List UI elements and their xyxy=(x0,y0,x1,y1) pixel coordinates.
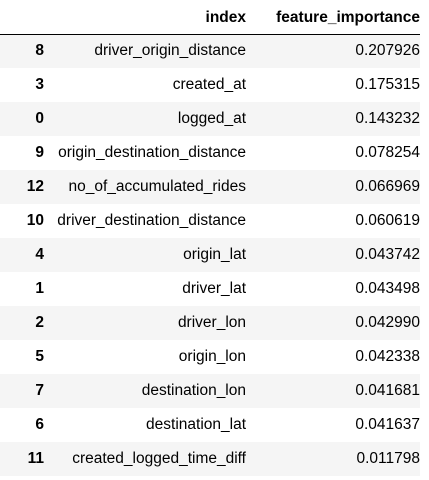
cell-feature-importance: 0.066969 xyxy=(355,178,420,195)
table-body: 8 driver_origin_distance 0.207926 3 created_… xyxy=(0,34,420,476)
cell-index: logged_at xyxy=(177,110,246,127)
table-row: 8 driver_origin_distance 0.207926 xyxy=(0,34,420,68)
table-row: 4 origin_lat 0.043742 xyxy=(0,238,420,272)
header-row-label xyxy=(0,0,44,35)
row-label: 10 xyxy=(26,212,44,229)
cell-index: created_at xyxy=(172,76,246,93)
cell-feature-importance: 0.078254 xyxy=(355,144,420,161)
cell-index: destination_lat xyxy=(146,416,246,433)
table-row: 5 origin_lon 0.042338 xyxy=(0,340,420,374)
header-index: index xyxy=(44,0,246,35)
cell-index: origin_lat xyxy=(183,246,246,263)
table-row: 2 driver_lon 0.042990 xyxy=(0,306,420,340)
cell-index: driver_lon xyxy=(177,314,246,331)
row-label: 12 xyxy=(26,178,44,195)
cell-index: origin_destination_distance xyxy=(58,144,246,161)
cell-index: origin_lon xyxy=(178,348,246,365)
table-row: 1 driver_lat 0.043498 xyxy=(0,272,420,306)
cell-feature-importance: 0.060619 xyxy=(355,212,420,229)
feature-importance-table: index feature_importance 8 driver_origin_… xyxy=(0,0,420,476)
row-label: 6 xyxy=(35,416,44,433)
header-row: index feature_importance xyxy=(0,0,420,35)
table-row: 11 created_logged_time_diff 0.011798 xyxy=(0,442,420,476)
cell-feature-importance: 0.011798 xyxy=(356,450,421,467)
table-row: 6 destination_lat 0.041637 xyxy=(0,408,420,442)
cell-feature-importance: 0.042990 xyxy=(355,314,420,331)
table-row: 0 logged_at 0.143232 xyxy=(0,102,420,136)
cell-feature-importance: 0.042338 xyxy=(355,348,420,365)
table-row: 7 destination_lon 0.041681 xyxy=(0,374,420,408)
header-feature-importance: feature_importance xyxy=(246,0,420,35)
row-label: 0 xyxy=(35,110,44,127)
row-label: 4 xyxy=(35,246,44,263)
row-label: 3 xyxy=(35,76,44,93)
row-label: 11 xyxy=(27,450,44,467)
table-row: 3 created_at 0.175315 xyxy=(0,68,420,102)
cell-feature-importance: 0.043742 xyxy=(355,246,420,263)
cell-index: destination_lon xyxy=(141,382,246,399)
cell-index: no_of_accumulated_rides xyxy=(68,178,246,195)
row-label: 9 xyxy=(35,144,44,161)
cell-index: driver_origin_distance xyxy=(94,42,246,60)
row-label: 1 xyxy=(35,280,44,297)
table-row: 10 driver_destination_distance 0.060619 xyxy=(0,204,420,238)
table-row: 12 no_of_accumulated_rides 0.066969 xyxy=(0,170,420,204)
cell-feature-importance: 0.041681 xyxy=(355,382,420,399)
cell-feature-importance: 0.041637 xyxy=(355,416,420,433)
row-label: 2 xyxy=(35,314,44,331)
table-header: index feature_importance xyxy=(0,0,420,35)
row-label: 5 xyxy=(35,348,44,365)
cell-index: driver_lat xyxy=(182,280,246,297)
cell-feature-importance: 0.043498 xyxy=(355,280,420,297)
cell-feature-importance: 0.143232 xyxy=(355,110,420,127)
table-row: 9 origin_destination_distance 0.078254 xyxy=(0,136,420,170)
cell-feature-importance: 0.175315 xyxy=(355,76,420,93)
row-label: 7 xyxy=(35,382,44,399)
cell-index: driver_destination_distance xyxy=(57,212,246,229)
cell-feature-importance: 0.207926 xyxy=(355,42,420,60)
row-label: 8 xyxy=(35,42,44,60)
cell-index: created_logged_time_diff xyxy=(72,450,246,467)
